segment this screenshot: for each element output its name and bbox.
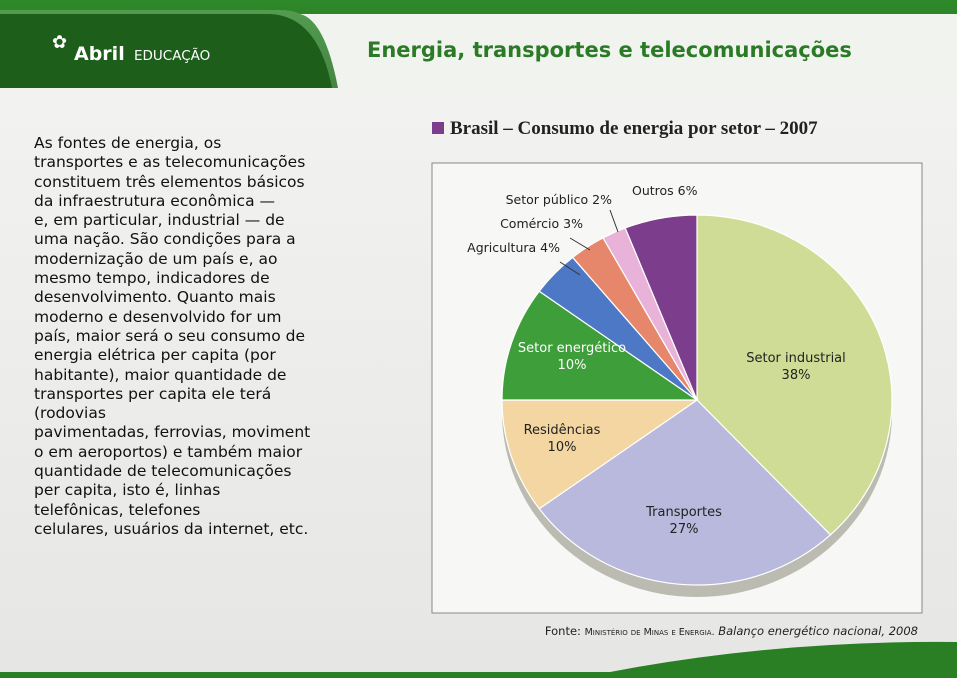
paragraph-line: constituem três elementos básicos <box>34 172 305 191</box>
paragraph-line: transportes per capita ele terá <box>34 384 272 403</box>
paragraph: As fontes de energia, os transportes e as… <box>34 134 374 539</box>
slice-label: Agricultura 4% <box>467 240 560 255</box>
slice-category: Setor energético <box>518 341 626 356</box>
paragraph-line: modernização de um país e, ao <box>34 249 278 268</box>
paragraph-line: habitante), maior quantidade de <box>34 365 287 384</box>
slice-label: Transportes 27% <box>645 505 722 537</box>
slice-value: 2% <box>592 192 612 207</box>
source-author: Ministério de Minas e Energia. <box>585 627 715 638</box>
slice-value: 4% <box>540 240 560 255</box>
logo-brand: Abril <box>74 43 125 65</box>
leader-line <box>559 261 581 276</box>
pie-slice <box>501 290 699 401</box>
slice-category: Residências <box>524 423 601 438</box>
paragraph-line: mesmo tempo, indicadores de <box>34 269 270 288</box>
title-area-curve <box>300 14 360 88</box>
slice-value: 10% <box>548 440 577 455</box>
footer-line <box>0 672 957 678</box>
title-area <box>345 14 957 88</box>
slice-category: Transportes <box>645 505 722 520</box>
logo-area <box>0 14 332 88</box>
pie-labels: Setor industrial 38% Transportes 27% Residên… <box>467 183 846 537</box>
pie-slice <box>501 399 699 510</box>
paragraph-line: celulares, usuários da internet, etc. <box>34 519 309 538</box>
paragraph-line: energia elétrica per capita (por <box>34 346 276 365</box>
pie-slice <box>696 214 893 536</box>
paragraph-line: da infraestrutura econômica — <box>34 191 276 210</box>
slice-label: Setor público 2% <box>506 192 612 207</box>
slice-value: 38% <box>782 368 811 383</box>
pie-slice <box>538 399 832 586</box>
paragraph-line: moderno e desenvolvido for um <box>34 307 282 326</box>
slice-value: 27% <box>670 522 699 537</box>
slice-category: Agricultura <box>467 240 536 255</box>
paragraph-line: o em aeroportos) e também maior <box>34 442 303 461</box>
paragraph-line: país, maior será o seu consumo de <box>34 326 306 345</box>
pie <box>501 214 893 586</box>
chart-title-marker <box>432 122 444 134</box>
paragraph-line: per capita, isto é, linhas <box>34 481 221 500</box>
paragraph-line: (rodovias <box>34 404 106 423</box>
paragraph-line: quantidade de telecomunicações <box>34 462 292 481</box>
leader-line <box>569 237 591 251</box>
slice-label: Residências 10% <box>524 423 601 455</box>
slice-label: Setor industrial 38% <box>746 351 846 383</box>
paragraph-line: transportes e as telecomunicações <box>34 153 306 172</box>
slice-label: Outros 6% <box>632 183 698 198</box>
slice-value: 10% <box>558 358 587 373</box>
paragraph-line: telefônicas, telefones <box>34 500 201 519</box>
footer-band <box>580 641 957 678</box>
slice-category: Setor industrial <box>746 351 846 366</box>
slice-label: Setor energético 10% <box>518 341 626 373</box>
slice-value: 6% <box>678 183 698 198</box>
header-title: Energia, transportes e telecomunicações <box>367 38 852 62</box>
slice-category: Setor público <box>506 192 589 207</box>
source-work: Balanço energético nacional, 2008 <box>718 624 918 638</box>
paragraph-line: e, em particular, industrial — de <box>34 211 285 230</box>
slice-category: Outros <box>632 183 674 198</box>
source-prefix: Fonte: <box>545 624 581 638</box>
slice-label: Comércio 3% <box>500 216 583 231</box>
pie-slice <box>624 214 698 401</box>
source: Fonte: Ministério de Minas e Energia. Ba… <box>545 624 918 638</box>
paragraph-line: pavimentadas, ferrovias, moviment <box>34 423 311 442</box>
logo-icon: ✿ <box>52 32 67 53</box>
paragraph-line: desenvolvimento. Quanto mais <box>34 288 276 307</box>
leader-line <box>609 209 619 233</box>
chart-title: Brasil – Consumo de energia por setor – … <box>450 118 818 139</box>
slice-category: Comércio <box>500 216 559 231</box>
slice-value: 3% <box>563 216 583 231</box>
logo-sub: EDUCAÇÃO <box>134 47 210 64</box>
paragraph-line: uma nação. São condições para a <box>34 230 296 249</box>
paragraph-line: As fontes de energia, os <box>34 134 222 152</box>
